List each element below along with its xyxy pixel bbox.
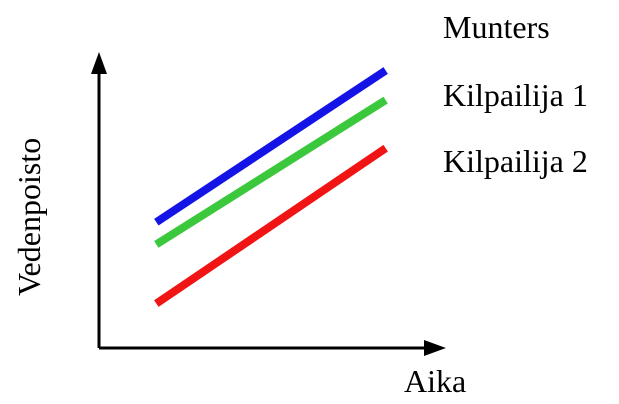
axes <box>91 52 446 356</box>
series-layer <box>154 67 388 307</box>
legend-item-kilpailija-1: Kilpailija 1 <box>443 77 588 113</box>
legend-item-munters: Munters <box>443 9 550 45</box>
series-line-1 <box>154 67 388 226</box>
x-axis-label: Aika <box>404 363 466 399</box>
x-axis-arrow <box>424 340 446 356</box>
series-line-2 <box>154 96 388 248</box>
y-axis-arrow <box>91 52 107 74</box>
y-axis-label: Vedenpoisto <box>11 138 47 296</box>
legend-item-kilpailija-2: Kilpailija 2 <box>443 143 588 179</box>
series-line-3 <box>154 144 388 307</box>
legend: Munters Kilpailija 1 Kilpailija 2 <box>443 9 588 179</box>
